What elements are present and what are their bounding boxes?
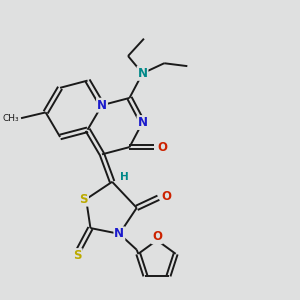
Text: N: N bbox=[97, 99, 107, 112]
Text: H: H bbox=[120, 172, 129, 182]
Text: O: O bbox=[152, 230, 162, 243]
Text: O: O bbox=[161, 190, 172, 203]
Text: O: O bbox=[157, 141, 167, 154]
Text: S: S bbox=[80, 193, 88, 206]
Text: S: S bbox=[73, 249, 82, 262]
Text: N: N bbox=[137, 116, 148, 129]
Text: N: N bbox=[137, 67, 148, 80]
Text: N: N bbox=[114, 227, 124, 240]
Text: CH₃: CH₃ bbox=[3, 114, 19, 123]
